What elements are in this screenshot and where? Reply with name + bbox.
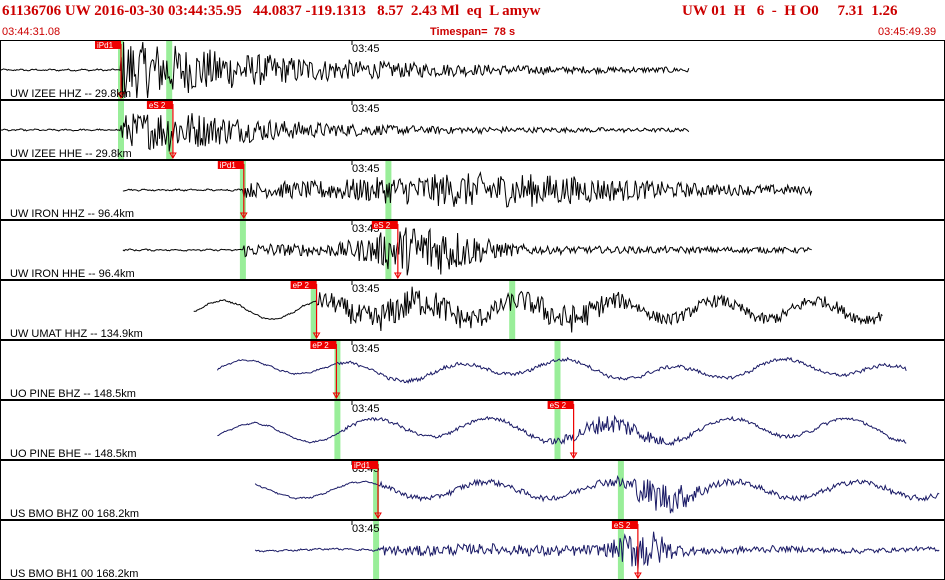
pick-flag[interactable] (352, 461, 378, 469)
time-tick-label: 03:45 (352, 283, 380, 295)
time-tick-label: 03:45 (352, 43, 380, 55)
pick-flag[interactable] (95, 41, 121, 49)
pick-label: eS 2 (550, 401, 567, 410)
phase-marker-band (554, 401, 561, 459)
channel-label: UW IZEE HHE -- 29.8km (10, 148, 132, 160)
time-tick-label: 03:45 (352, 523, 380, 535)
pick-triangle (312, 332, 321, 339)
waveform-trace (254, 531, 940, 570)
phase-marker-band (334, 341, 341, 399)
pick-flag[interactable] (371, 221, 398, 229)
station-panel[interactable]: 03:45 iPd1 UW IZEE HHZ -- 29.8km (0, 40, 945, 101)
waveform-canvas[interactable]: 03:45 iPd1 UW IZEE HHZ -- 29.8km 03:45 eS 2 U… (0, 40, 945, 580)
waveform-trace (254, 474, 940, 514)
event-title: 61136706 UW 2016-03-30 03:44:35.95 44.08… (2, 3, 541, 19)
timespan-label: Timespan= 78 s (430, 26, 516, 38)
seismogram-panels[interactable]: 03:45 iPd1 UW IZEE HHZ -- 29.8km 03:45 eS 2 U… (0, 40, 945, 580)
pick-triangle (169, 152, 177, 159)
pick-label: eS 2 (374, 221, 391, 230)
pick-triangle (393, 272, 402, 279)
pick-flag[interactable] (611, 521, 638, 529)
panel-border (0, 400, 945, 460)
phase-marker-band (334, 401, 341, 459)
phase-marker-band (554, 341, 561, 399)
pick-label: eP 2 (312, 341, 329, 350)
pick-flag[interactable] (547, 401, 574, 409)
time-tick-label: 03:45 (352, 103, 380, 115)
channel-label: UO PINE BHE -- 148.5km (10, 448, 137, 460)
time-end: 03:45:49.39 (878, 26, 937, 38)
pick-label: iPd1 (354, 461, 371, 470)
time-tick-label: 03:45 (352, 163, 380, 175)
pick-triangle (117, 92, 125, 99)
station-panel[interactable]: 03:45 eP 2 UO PINE BHZ -- 148.5km (0, 340, 945, 401)
channel-label: UW UMAT HHZ -- 134.9km (10, 328, 143, 340)
pick-triangle (569, 452, 578, 459)
station-panel[interactable]: 03:45 eP 2 UW UMAT HHZ -- 134.9km (0, 280, 945, 341)
station-panel[interactable]: 03:45 iPd1 UW IRON HHZ -- 96.4km (0, 160, 945, 221)
waveform-trace (0, 113, 690, 152)
channel-label: UW IRON HHE -- 96.4km (10, 268, 135, 280)
phase-marker-band (373, 461, 380, 519)
channel-label: US BMO BHZ 00 168.2km (10, 508, 139, 520)
station-panel[interactable]: 03:45iPd1US BMO BHZ 00 168.2km (0, 460, 945, 521)
pick-triangle (332, 392, 341, 399)
phase-marker-band (509, 281, 516, 339)
time-tick-label: 03:45 (352, 343, 380, 355)
waveform-trace (122, 171, 813, 208)
time-tick-label: 03:45 (352, 403, 380, 415)
pick-triangle (374, 512, 382, 519)
pick-label: eS 2 (149, 101, 166, 110)
station-panel[interactable]: 03:45 eS 2 UW IZEE HHE -- 29.8km (0, 100, 945, 161)
pick-label: eS 2 (614, 521, 631, 530)
waveform-trace (0, 41, 690, 99)
pick-flag[interactable] (310, 341, 337, 349)
header-bar: 61136706 UW 2016-03-30 03:44:35.95 44.08… (0, 0, 945, 40)
pick-triangle (634, 572, 642, 579)
waveform-trace (122, 227, 812, 276)
channel-label: US BMO BH1 00 168.2km (10, 568, 138, 580)
pick-flag[interactable] (217, 161, 244, 169)
phase-marker-band (118, 101, 124, 159)
channel-label: UW IZEE HHZ -- 29.8km (10, 88, 131, 100)
pick-label: eP 2 (293, 281, 310, 290)
pick-flag[interactable] (290, 281, 317, 289)
phase-marker-band (617, 461, 624, 519)
panel-border (0, 340, 945, 400)
time-start: 03:44:31.08 (2, 26, 61, 38)
station-panel[interactable]: 03:45 eS 2 US BMO BH1 00 168.2km (0, 520, 945, 580)
event-summary: UW 01 H 6 - H O0 7.31 1.26 (682, 3, 898, 19)
channel-label: UW IRON HHZ -- 96.4km (10, 208, 134, 220)
pick-triangle (239, 212, 248, 219)
waveform-trace (193, 286, 883, 333)
channel-label: UO PINE BHZ -- 148.5km (10, 388, 136, 400)
pick-label: iPd1 (220, 161, 237, 170)
phase-marker-band (310, 281, 317, 339)
panel-border (0, 460, 945, 520)
phase-marker-band (166, 101, 173, 159)
phase-marker-band (166, 41, 173, 99)
phase-marker-band (617, 521, 624, 579)
waveform-trace (216, 356, 907, 384)
pick-flag[interactable] (146, 101, 173, 109)
station-panel[interactable]: 03:45 eS 2 UO PINE BHE -- 148.5km (0, 400, 945, 461)
pick-label: iPd1 (97, 41, 114, 50)
panel-border (0, 100, 945, 160)
waveform-trace (217, 414, 907, 447)
